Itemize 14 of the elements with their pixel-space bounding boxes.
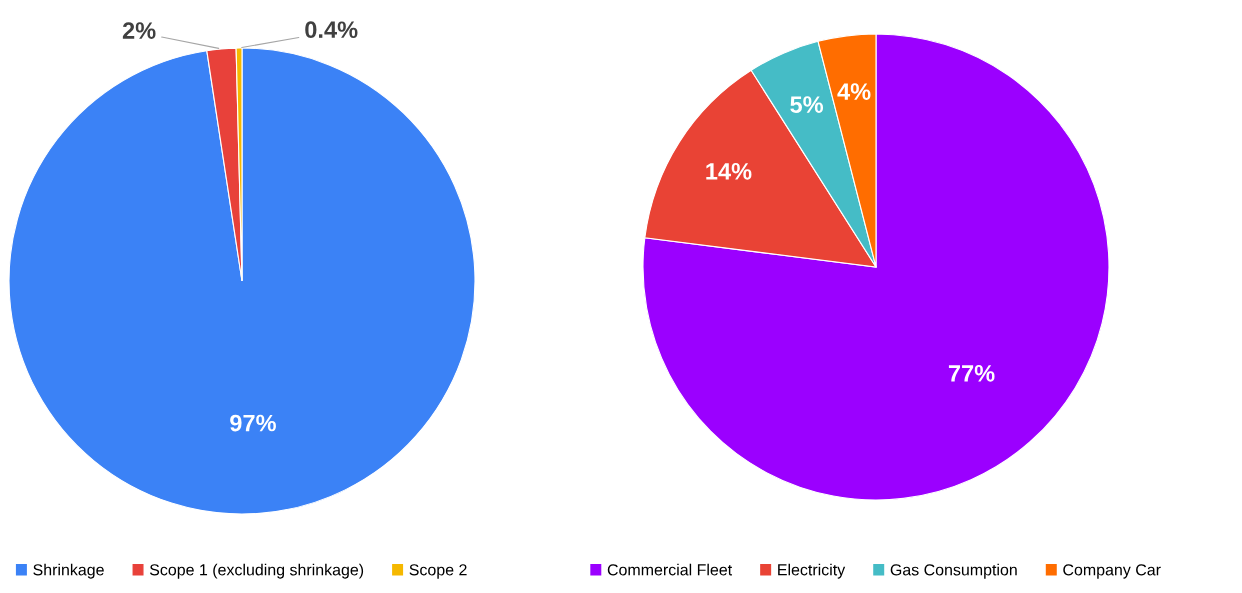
legend-label: Gas Consumption [890,563,1017,579]
data-label: 4% [837,83,871,100]
data-label: 5% [790,96,824,113]
data-label: 97% [230,414,276,432]
legend-label: Shrinkage [33,563,104,579]
data-label: 0.4% [305,21,358,39]
data-label: 2% [122,22,156,39]
legend-label: Electricity [778,563,846,579]
legend-label: Scope 1 (excluding shrinkage) [149,563,364,579]
data-label: 77% [948,365,995,382]
data-label: 14% [706,163,752,180]
legend-label: Company Car [1063,564,1161,579]
legend-label: Scope 2 [409,564,467,579]
legend-label: Commercial Fleet [607,563,733,576]
